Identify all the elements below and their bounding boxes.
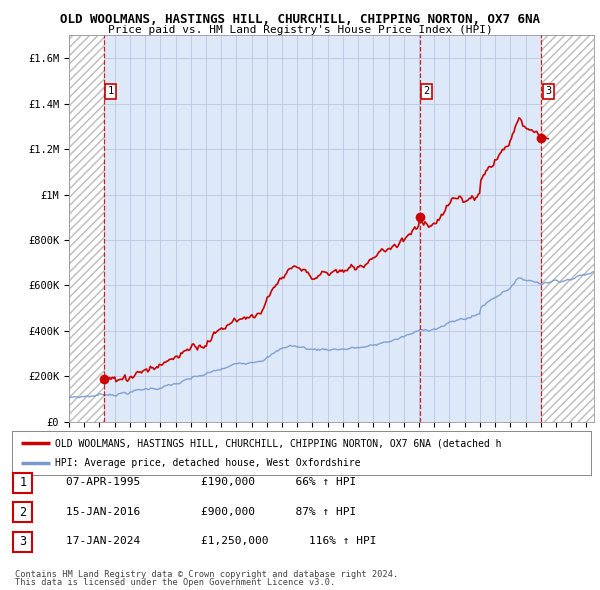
- Text: 1: 1: [107, 87, 113, 96]
- Text: 2: 2: [424, 87, 430, 96]
- Text: 1: 1: [19, 476, 26, 489]
- Text: OLD WOOLMANS, HASTINGS HILL, CHURCHILL, CHIPPING NORTON, OX7 6NA: OLD WOOLMANS, HASTINGS HILL, CHURCHILL, …: [60, 13, 540, 26]
- Text: Price paid vs. HM Land Registry's House Price Index (HPI): Price paid vs. HM Land Registry's House …: [107, 25, 493, 35]
- Text: HPI: Average price, detached house, West Oxfordshire: HPI: Average price, detached house, West…: [55, 458, 361, 467]
- Text: 15-JAN-2016         £900,000      87% ↑ HPI: 15-JAN-2016 £900,000 87% ↑ HPI: [39, 507, 356, 516]
- Text: 17-JAN-2024         £1,250,000      116% ↑ HPI: 17-JAN-2024 £1,250,000 116% ↑ HPI: [39, 536, 377, 546]
- Text: Contains HM Land Registry data © Crown copyright and database right 2024.: Contains HM Land Registry data © Crown c…: [15, 570, 398, 579]
- Text: 07-APR-1995         £190,000      66% ↑ HPI: 07-APR-1995 £190,000 66% ↑ HPI: [39, 477, 356, 487]
- Text: 2: 2: [19, 506, 26, 519]
- Text: 3: 3: [19, 535, 26, 548]
- Text: OLD WOOLMANS, HASTINGS HILL, CHURCHILL, CHIPPING NORTON, OX7 6NA (detached h: OLD WOOLMANS, HASTINGS HILL, CHURCHILL, …: [55, 438, 502, 448]
- Text: 3: 3: [545, 87, 551, 96]
- Text: This data is licensed under the Open Government Licence v3.0.: This data is licensed under the Open Gov…: [15, 578, 335, 587]
